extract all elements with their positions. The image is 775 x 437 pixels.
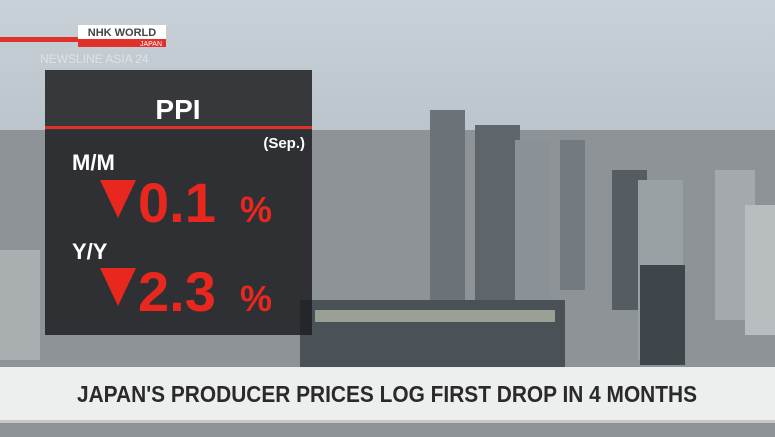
logo-sub: JAPAN [140,41,162,48]
row-unit: % [240,189,272,230]
logo-bar [78,39,166,47]
row-unit: % [240,278,272,319]
headline-rule [0,420,775,423]
row-value: 0.1 [138,171,216,234]
row-label: Y/Y [72,239,108,264]
down-arrow [100,268,136,306]
row-label: M/M [72,150,115,175]
logo-box [78,25,166,39]
headline: JAPAN'S PRODUCER PRICES LOG FIRST DROP I… [77,381,697,407]
panel-period: (Sep.) [263,135,305,152]
down-arrow [100,180,136,218]
headline-bar [0,367,775,422]
program-name: NEWSLINE ASIA 24 [40,52,149,66]
row-value: 2.3 [138,260,216,323]
logo-brand: NHK WORLD [88,27,156,39]
logo-rule [0,37,78,42]
panel-title: PPI [155,94,200,125]
panel-rule [45,126,312,129]
data-panel [45,70,312,335]
